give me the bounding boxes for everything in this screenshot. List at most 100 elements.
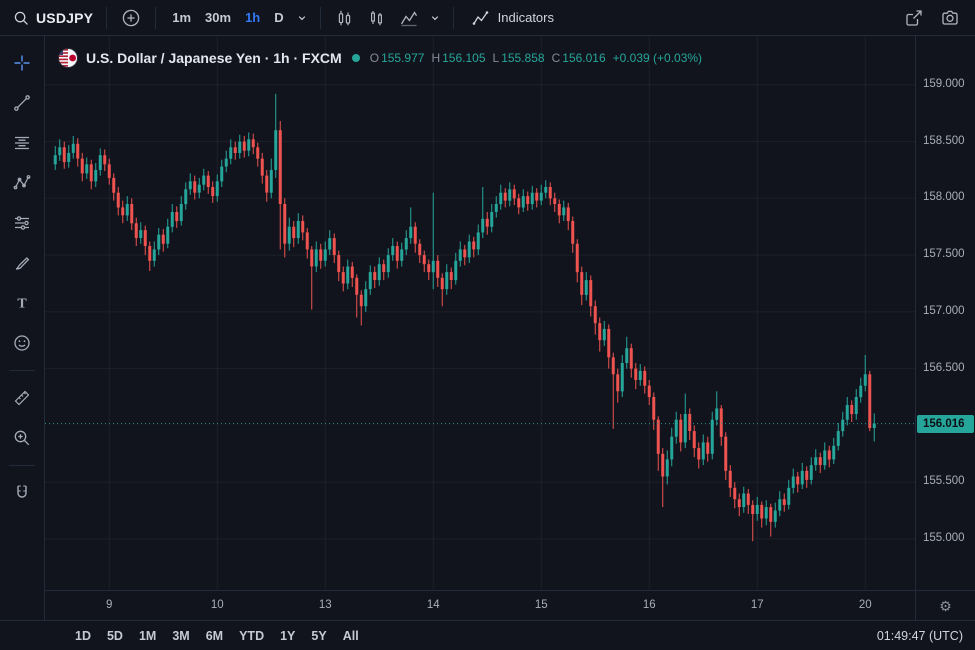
tool-brush[interactable] [5, 246, 39, 280]
chevron-down-icon [298, 15, 305, 20]
chart-title[interactable]: U.S. Dollar / Japanese Yen · 1h · FXCM [86, 50, 342, 66]
magnet-icon [17, 485, 27, 498]
price-tick: 155.000 [923, 531, 965, 544]
text-tool-icon: T [17, 297, 27, 312]
toolbar-divider [319, 6, 321, 29]
drawing-toolbar: T [0, 36, 45, 620]
tool-xabcd-pattern[interactable] [5, 166, 39, 200]
gear-icon: ⚙ [939, 597, 952, 614]
toolbar-divider [155, 6, 157, 29]
tool-emoji[interactable] [5, 326, 39, 360]
price-tick: 159.000 [923, 77, 965, 90]
time-tick: 16 [642, 599, 656, 611]
range-button-YTD[interactable]: YTD [232, 624, 271, 648]
low-value: 155.858 [501, 51, 545, 65]
fib-retracement-icon [15, 136, 29, 150]
interval-dropdown-button[interactable] [293, 11, 311, 25]
zoom-in-icon [14, 430, 30, 446]
range-button-6M[interactable]: 6M [199, 624, 230, 648]
price-axis[interactable]: 156.016 159.000 158.500 158.000 157.500 157.… [915, 36, 975, 590]
xabcd-pattern-icon [13, 175, 31, 190]
range-selector: 1D 5D 1M 3M 6M YTD 1Y 5Y All [68, 624, 366, 648]
toolbar-separator [9, 370, 35, 371]
candlestick-chart-icon [338, 10, 350, 25]
svg-text:T: T [17, 297, 27, 312]
interval-button-30m[interactable]: 30m [198, 4, 238, 32]
tool-text[interactable]: T [5, 286, 39, 320]
tool-forecast[interactable] [5, 206, 39, 240]
price-tick: 156.500 [923, 361, 965, 374]
range-button-5Y[interactable]: 5Y [304, 624, 333, 648]
area-chart-icon [400, 10, 417, 26]
chart-type-candles-button[interactable] [330, 3, 360, 33]
interval-selector: 1m 30m 1h D [165, 4, 290, 32]
tool-fib-retracement[interactable] [5, 126, 39, 160]
time-tick: 10 [210, 599, 224, 611]
high-label: H [431, 51, 441, 65]
chart-style-dropdown-button[interactable] [426, 11, 444, 25]
time-tick: 9 [106, 599, 113, 611]
tool-magnet[interactable] [5, 476, 39, 510]
trend-line-icon [14, 95, 30, 111]
tool-zoom-in[interactable] [5, 421, 39, 455]
share-button[interactable] [899, 3, 929, 33]
interval-button-1m[interactable]: 1m [165, 4, 198, 32]
price-tick: 158.500 [923, 134, 965, 147]
tool-ruler[interactable] [5, 381, 39, 415]
close-value: 156.016 [562, 51, 606, 65]
tool-crosshair[interactable] [5, 46, 39, 80]
time-tick: 13 [318, 599, 332, 611]
hollow-candles-icon [370, 10, 382, 25]
toolbar-separator [9, 465, 35, 466]
crosshair-icon [14, 55, 30, 71]
indicators-label: Indicators [497, 10, 554, 25]
clock[interactable]: 01:49:47 (UTC) [876, 628, 963, 643]
symbol-label: USDJPY [36, 9, 94, 26]
indicators-icon [472, 10, 488, 25]
market-status-dot[interactable] [351, 54, 360, 62]
ohlc-readout: O 155.977 H 156.105 L 155.858 C 156.016 +0.0… [370, 51, 702, 65]
screenshot-button[interactable] [935, 3, 965, 33]
range-button-All[interactable]: All [336, 624, 366, 648]
axis-corner: ⚙ [915, 590, 975, 620]
forecast-icon [15, 216, 29, 230]
range-button-5D[interactable]: 5D [100, 624, 130, 648]
range-button-1M[interactable]: 1M [132, 624, 163, 648]
range-button-1Y[interactable]: 1Y [273, 624, 302, 648]
compare-add-button[interactable] [116, 3, 146, 33]
open-label: O [369, 51, 380, 65]
high-value: 156.105 [442, 51, 486, 65]
instrument-flag-icon [58, 48, 78, 68]
brush-icon [15, 257, 30, 270]
emoji-icon [14, 335, 30, 351]
chart-type-area-button[interactable] [394, 3, 424, 33]
change-value: +0.039 (+0.03%) [612, 51, 703, 65]
chart-region: U.S. Dollar / Japanese Yen · 1h · FXCM O… [45, 36, 975, 620]
axis-settings-button[interactable]: ⚙ [939, 599, 952, 613]
search-icon [14, 11, 28, 25]
current-price-label: 156.016 [917, 414, 974, 433]
candlestick-plot[interactable] [45, 36, 915, 590]
time-tick: 14 [426, 599, 440, 611]
symbol-search-button[interactable]: USDJPY [8, 9, 97, 27]
chart-header: U.S. Dollar / Japanese Yen · 1h · FXCM O… [58, 48, 702, 68]
low-label: L [492, 51, 500, 65]
open-value: 155.977 [381, 51, 425, 65]
tool-trend-line[interactable] [5, 86, 39, 120]
range-button-1D[interactable]: 1D [68, 624, 98, 648]
time-tick: 17 [750, 599, 764, 611]
toolbar-divider [106, 6, 108, 29]
time-axis[interactable]: 9 10 13 14 15 16 17 20 [45, 590, 915, 620]
close-label: C [551, 51, 561, 65]
range-button-3M[interactable]: 3M [165, 624, 196, 648]
bottom-bar: 1D 5D 1M 3M 6M YTD 1Y 5Y All 01:49:47 (UTC) [0, 620, 975, 650]
toolbar-divider [452, 6, 454, 29]
share-icon [906, 9, 922, 26]
chart-type-hollow-button[interactable] [362, 3, 392, 33]
indicators-button[interactable]: Indicators [463, 4, 562, 32]
toolbar-right-group [899, 3, 967, 33]
interval-button-1h[interactable]: 1h [238, 4, 267, 32]
interval-button-D[interactable]: D [267, 4, 290, 32]
camera-icon [942, 10, 958, 25]
